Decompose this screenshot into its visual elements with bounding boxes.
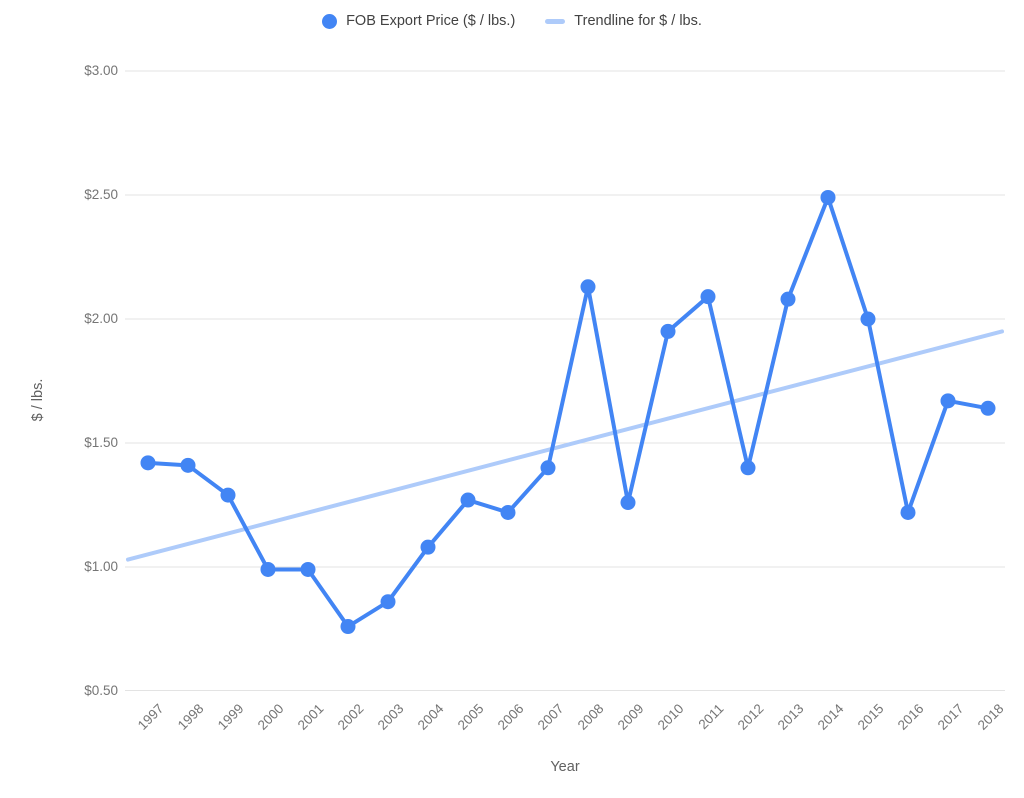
data-point: [620, 495, 636, 511]
y-tick-label: $1.50: [84, 435, 118, 450]
data-point: [220, 487, 236, 503]
legend-series-label: FOB Export Price ($ / lbs.): [346, 13, 516, 29]
y-tick-label: $1.00: [84, 559, 118, 574]
data-point: [260, 561, 276, 577]
data-point: [940, 393, 956, 409]
trendline: [126, 329, 1004, 562]
data-point: [700, 289, 716, 305]
data-point: [740, 460, 756, 476]
legend-item-series: FOB Export Price ($ / lbs.): [322, 13, 515, 29]
legend-item-trendline: Trendline for $ / lbs.: [545, 13, 702, 29]
data-point: [580, 279, 596, 295]
plot-svg: [125, 70, 1005, 691]
data-point: [500, 504, 516, 520]
plot-area: [125, 70, 1005, 691]
y-tick-label: $3.00: [84, 63, 118, 78]
data-point: [660, 323, 676, 339]
y-tick-label: $2.00: [84, 311, 118, 326]
x-axis-title: Year: [550, 759, 580, 775]
data-point: [460, 492, 476, 508]
data-point: [860, 311, 876, 327]
trendline-swatch-icon: [545, 18, 566, 24]
y-tick-label: $0.50: [84, 683, 118, 698]
series-line: [146, 195, 990, 629]
data-point: [820, 189, 836, 205]
data-point: [980, 400, 996, 416]
data-point: [900, 504, 916, 520]
data-point: [380, 594, 396, 610]
data-point: [780, 291, 796, 307]
data-point: [340, 619, 356, 635]
data-point: [300, 561, 316, 577]
y-tick-label: $2.50: [84, 187, 118, 202]
data-point: [140, 455, 156, 471]
data-point: [180, 457, 196, 473]
data-point: [540, 460, 556, 476]
legend-trendline-label: Trendline for $ / lbs.: [574, 13, 702, 29]
series-marker-icon: [322, 13, 338, 29]
data-point: [420, 539, 436, 555]
legend: FOB Export Price ($ / lbs.) Trendline fo…: [0, 13, 1024, 29]
